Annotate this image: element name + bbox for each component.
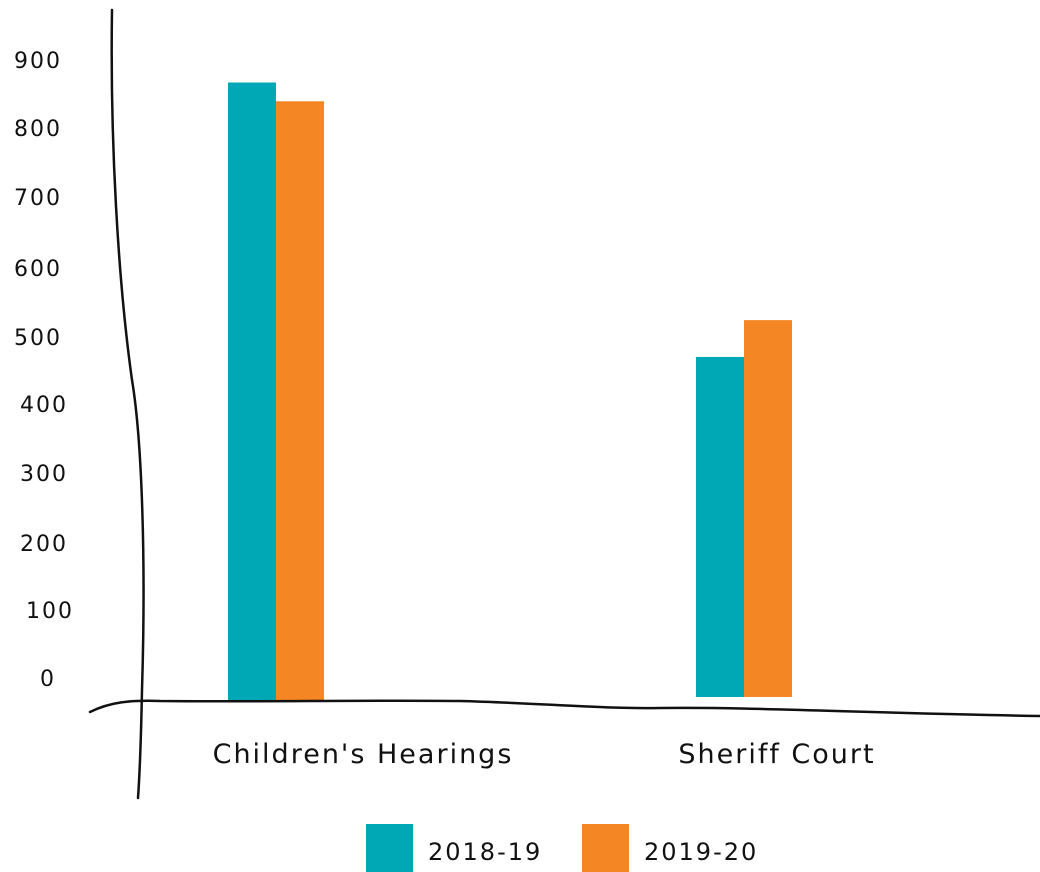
category-labels: Children's Hearings Sheriff Court <box>213 739 875 770</box>
y-tick-label: 800 <box>14 117 62 142</box>
legend-label: 2018-19 <box>428 838 542 866</box>
bar-2019-20 <box>276 101 324 701</box>
bar-2018-19 <box>228 82 276 700</box>
bar-2018-19 <box>696 356 744 697</box>
y-tick-label: 600 <box>14 257 62 282</box>
y-tick-label: 900 <box>14 49 62 74</box>
legend: 2018-19 2019-20 <box>366 824 758 872</box>
y-tick-label: 100 <box>26 599 74 624</box>
bars <box>228 82 792 701</box>
y-axis-line <box>110 8 145 800</box>
y-tick-label: 500 <box>14 326 62 351</box>
y-tick-label: 200 <box>20 532 68 557</box>
category-label: Children's Hearings <box>213 739 514 770</box>
category-label: Sheriff Court <box>678 739 875 770</box>
y-tick-label: 0 <box>40 667 56 692</box>
legend-swatch <box>582 824 629 872</box>
legend-swatch <box>366 824 413 872</box>
y-tick-label: 300 <box>20 462 68 487</box>
y-tick-label: 400 <box>20 393 68 418</box>
y-axis-ticks: 0 100 200 300 400 500 600 700 800 900 <box>14 49 74 692</box>
legend-label: 2019-20 <box>644 838 758 866</box>
x-axis-line <box>88 699 1040 718</box>
bar-2019-20 <box>744 320 792 697</box>
y-tick-label: 700 <box>14 186 62 211</box>
